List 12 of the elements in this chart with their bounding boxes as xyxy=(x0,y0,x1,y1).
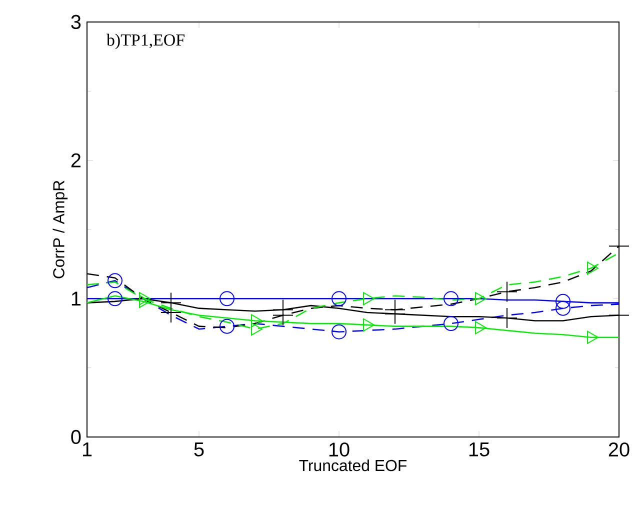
x-axis-title: Truncated EOF xyxy=(299,459,407,472)
y-tick-label: 1 xyxy=(72,292,81,306)
y-tick-label: 0 xyxy=(71,430,81,444)
y-tick-label: 3 xyxy=(71,14,81,30)
x-tick-label: 1 xyxy=(82,442,92,456)
x-tick-label: 5 xyxy=(194,442,204,456)
x-tick-label: 20 xyxy=(608,442,630,457)
y-axis-title: CorrP / AmpR xyxy=(52,180,68,278)
annotation: b)TP1,EOF xyxy=(106,34,184,50)
x-tick-label: 15 xyxy=(469,442,490,456)
y-tick-label: 2 xyxy=(71,153,80,168)
x-tick-label: 10 xyxy=(329,442,350,457)
